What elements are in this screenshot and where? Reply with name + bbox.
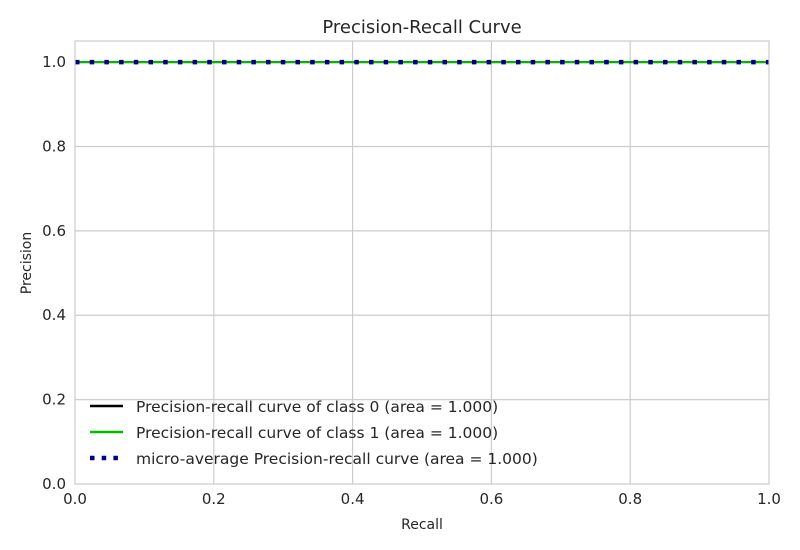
- y-axis-label: Precision: [19, 232, 35, 294]
- legend-label-2: micro-average Precision-recall curve (ar…: [136, 450, 538, 468]
- x-tick-label: 0.4: [341, 490, 365, 508]
- x-tick-label: 0.2: [202, 490, 226, 508]
- y-tick-label: 0.0: [42, 475, 66, 493]
- y-tick-label: 0.6: [42, 222, 66, 240]
- plot-frame: [74, 40, 770, 485]
- legend-label-1: Precision-recall curve of class 1 (area …: [136, 424, 498, 442]
- y-tick-label: 1.0: [42, 53, 66, 71]
- x-tick-label: 1.0: [757, 490, 781, 508]
- x-tick-label: 0.8: [618, 490, 642, 508]
- chart-title: Precision-Recall Curve: [322, 17, 521, 38]
- y-tick-label: 0.2: [42, 391, 66, 409]
- legend: Precision-recall curve of class 0 (area …: [90, 398, 538, 468]
- x-tick-label: 0.0: [63, 490, 87, 508]
- x-tick-labels: 0.0 0.2 0.4 0.6 0.8 1.0: [63, 490, 781, 508]
- x-axis-label: Recall: [401, 517, 443, 533]
- legend-label-0: Precision-recall curve of class 0 (area …: [136, 398, 498, 416]
- y-tick-label: 0.4: [42, 306, 66, 324]
- plot-background: [75, 41, 769, 484]
- y-tick-label: 0.8: [42, 137, 66, 155]
- y-tick-labels: 0.0 0.2 0.4 0.6 0.8 1.0: [42, 53, 66, 493]
- x-tick-label: 0.6: [479, 490, 503, 508]
